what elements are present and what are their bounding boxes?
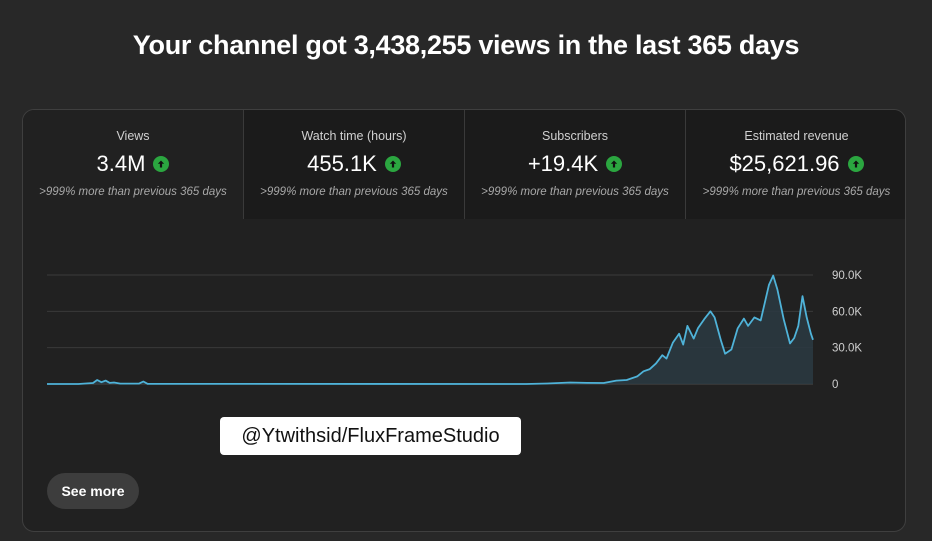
arrow-up-circle-icon [847, 156, 864, 172]
y-tick-label: 60.0K [832, 306, 862, 318]
arrow-up-circle-icon [606, 156, 623, 172]
views-line [47, 274, 814, 385]
tab-watch-time[interactable]: Watch time (hours) 455.1K >999% more tha… [244, 110, 465, 219]
y-tick-label: 90.0K [832, 270, 862, 282]
tab-watch-time-label: Watch time (hours) [301, 129, 407, 143]
tab-revenue-label: Estimated revenue [744, 129, 849, 143]
tab-subscribers[interactable]: Subscribers +19.4K >999% more than previ… [465, 110, 686, 219]
views-area [47, 275, 813, 384]
tab-estimated-revenue[interactable]: Estimated revenue $25,621.96 >999% more … [686, 110, 905, 219]
metric-tabs: Views 3.4M >999% more than previous 365 … [23, 110, 905, 219]
see-more-button[interactable]: See more [47, 473, 139, 509]
tab-views-label: Views [116, 129, 150, 143]
page-headline: Your channel got 3,438,255 views in the … [132, 30, 800, 60]
tab-watch-time-comparison: >999% more than previous 365 days [260, 186, 448, 198]
tab-views-value: 3.4M [96, 151, 146, 176]
arrow-up-circle-icon [153, 156, 170, 172]
tab-views[interactable]: Views 3.4M >999% more than previous 365 … [23, 110, 244, 219]
analytics-card: Views 3.4M >999% more than previous 365 … [22, 109, 906, 532]
tab-subscribers-label: Subscribers [542, 129, 608, 143]
arrow-up-circle-icon [384, 156, 401, 172]
tab-revenue-value: $25,621.96 [729, 151, 840, 176]
tab-revenue-comparison: >999% more than previous 365 days [702, 186, 891, 198]
tab-subscribers-comparison: >999% more than previous 365 days [481, 186, 669, 198]
tab-subscribers-value: +19.4K [527, 151, 599, 176]
tab-views-comparison: >999% more than previous 365 days [39, 186, 227, 198]
y-tick-label: 0 [832, 379, 838, 391]
y-tick-label: 30.0K [832, 343, 862, 355]
tab-watch-time-value: 455.1K [307, 151, 377, 176]
watermark-label: @Ytwithsid/FluxFrameStudio [220, 417, 521, 455]
